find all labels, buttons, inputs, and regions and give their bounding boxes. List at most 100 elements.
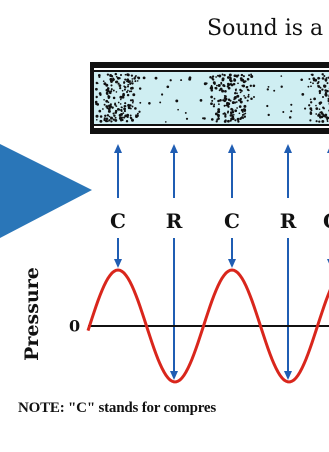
air-particle — [106, 87, 110, 90]
air-particle — [318, 91, 322, 95]
air-particle — [209, 75, 212, 79]
air-particle — [124, 109, 126, 112]
air-particle — [315, 120, 318, 123]
air-particle — [312, 82, 314, 85]
air-particle — [97, 74, 101, 77]
air-particle — [214, 112, 218, 116]
air-particle — [124, 73, 127, 76]
air-particle — [188, 76, 192, 80]
air-particle — [135, 114, 138, 117]
air-particle — [107, 109, 111, 113]
air-particle — [231, 117, 235, 121]
air-particle — [236, 92, 238, 95]
air-particle — [133, 77, 136, 80]
air-particle — [116, 107, 120, 111]
air-particle — [224, 119, 227, 122]
air-particle — [104, 114, 107, 118]
air-particle — [253, 96, 255, 98]
air-particle — [110, 120, 113, 123]
air-particle — [290, 110, 293, 113]
air-particle — [175, 99, 179, 103]
air-particle — [243, 115, 246, 118]
air-particle — [120, 108, 123, 112]
air-particle — [315, 113, 318, 115]
air-particle — [222, 84, 225, 87]
air-particle — [210, 118, 214, 121]
air-particle — [317, 85, 321, 88]
air-particle — [119, 87, 122, 90]
air-particle — [131, 80, 134, 82]
air-particle — [229, 79, 233, 83]
air-particle — [130, 107, 132, 110]
air-particle — [316, 82, 319, 85]
air-particle — [131, 101, 134, 104]
air-particle — [241, 116, 244, 119]
air-particle — [122, 112, 125, 114]
air-particle — [244, 112, 247, 115]
air-particle — [95, 81, 98, 85]
air-particle — [308, 78, 311, 80]
air-particle — [317, 76, 320, 80]
air-particle — [124, 86, 127, 89]
air-particle — [221, 89, 225, 93]
air-particle — [115, 80, 118, 84]
air-particle — [247, 93, 250, 96]
air-particle — [319, 86, 322, 89]
air-particle — [227, 82, 230, 86]
air-particle — [266, 88, 269, 91]
air-particle — [103, 82, 107, 86]
air-particle — [229, 119, 232, 122]
air-particle — [223, 104, 226, 107]
air-particle — [231, 114, 234, 117]
air-tube — [90, 62, 329, 134]
air-particle — [154, 76, 158, 80]
air-particle — [320, 111, 323, 114]
air-particle — [217, 108, 221, 111]
air-particle — [236, 107, 238, 109]
air-particle — [114, 72, 118, 76]
air-particle — [243, 95, 245, 97]
air-particle — [244, 80, 247, 83]
air-particle — [130, 87, 133, 90]
air-particle — [127, 103, 131, 107]
air-particle — [114, 103, 117, 106]
air-particle — [250, 75, 254, 78]
air-particle — [199, 99, 203, 102]
air-particle — [235, 88, 237, 91]
air-particle — [233, 78, 236, 81]
air-particle — [112, 89, 115, 92]
air-particle — [310, 73, 313, 76]
air-particle — [216, 84, 218, 87]
air-particle — [95, 114, 99, 118]
air-particle — [234, 119, 237, 122]
air-particle — [98, 109, 102, 113]
air-particle — [110, 84, 113, 87]
label-rarefaction-1: R — [165, 209, 183, 233]
air-particle — [234, 92, 237, 95]
air-particle — [308, 104, 311, 107]
air-particle — [115, 75, 118, 78]
air-particle — [110, 116, 113, 120]
air-particle — [132, 93, 136, 97]
air-particle — [123, 105, 126, 108]
air-particle — [224, 89, 227, 93]
air-particle — [239, 99, 242, 102]
air-particle — [309, 98, 312, 101]
air-particle — [119, 103, 122, 105]
air-particle — [310, 109, 313, 112]
air-particle — [215, 120, 218, 123]
air-particle — [225, 104, 228, 107]
air-particle — [114, 109, 118, 113]
air-particle — [244, 96, 247, 99]
air-particle — [112, 96, 116, 100]
air-particle — [223, 96, 227, 100]
air-particle — [246, 77, 250, 81]
air-particle — [110, 88, 113, 91]
air-particle — [215, 76, 217, 78]
air-particle — [120, 112, 123, 116]
air-particle — [95, 87, 98, 91]
air-particle — [250, 73, 253, 76]
zero-label: 0 — [69, 316, 81, 336]
air-particle — [324, 93, 328, 97]
air-particle — [267, 85, 270, 88]
